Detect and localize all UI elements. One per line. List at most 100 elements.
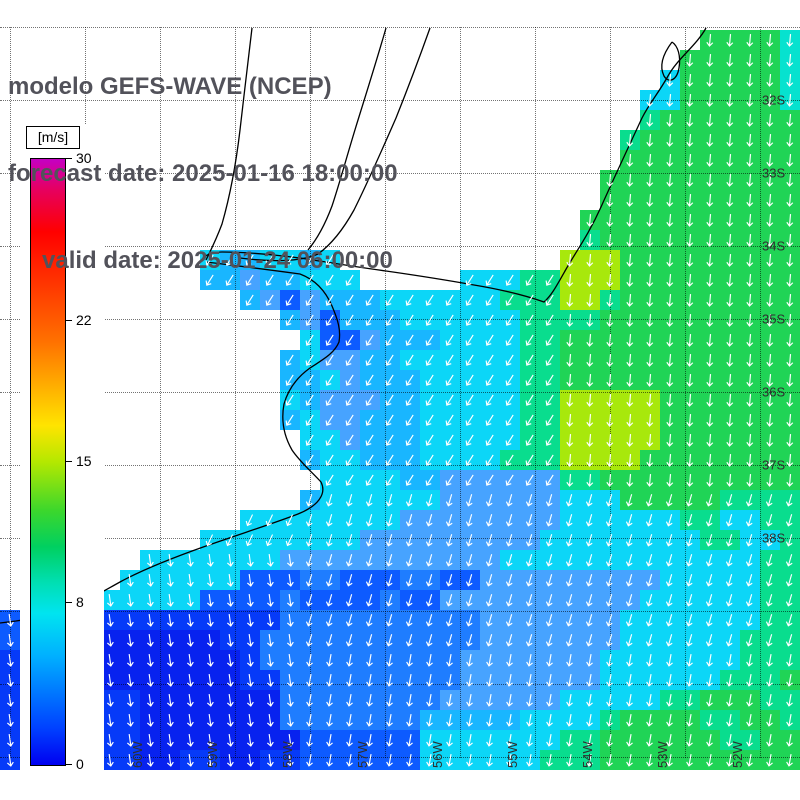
wind-arrow: [405, 554, 413, 567]
wind-arrow: [525, 474, 534, 486]
wind-arrow: [706, 753, 713, 767]
wind-arrow: [706, 333, 714, 347]
wind-arrow: [665, 614, 673, 627]
wind-arrow: [166, 633, 174, 647]
wind-arrow: [325, 534, 333, 547]
wind-arrow: [465, 494, 473, 507]
wind-arrow: [385, 334, 394, 346]
wind-arrow: [465, 434, 474, 446]
wind-arrow: [646, 373, 654, 387]
wind-arrow: [186, 733, 194, 747]
wind-arrow: [726, 193, 734, 207]
wind-arrow: [785, 554, 793, 567]
wind-arrow: [246, 593, 254, 607]
wind-arrow: [366, 673, 373, 687]
wind-arrow: [686, 273, 694, 287]
wind-arrow: [385, 314, 394, 326]
wind-arrow: [306, 673, 313, 687]
colorbar-tick-label: 22: [76, 311, 92, 328]
wind-arrow: [685, 614, 693, 627]
wind-arrow: [425, 394, 434, 406]
wind-arrow: [526, 733, 533, 747]
wind-arrow: [385, 614, 393, 627]
wind-arrow: [705, 634, 713, 647]
wind-arrow: [486, 733, 493, 747]
wind-arrow: [786, 73, 794, 87]
wind-arrow: [586, 213, 594, 227]
wind-arrow: [586, 413, 594, 427]
wind-arrow: [325, 434, 334, 446]
wind-arrow: [266, 753, 274, 767]
wind-arrow: [626, 433, 634, 447]
wind-arrow: [726, 653, 733, 667]
wind-arrow: [306, 753, 313, 767]
wind-arrow: [345, 614, 353, 627]
wind-arrow: [646, 233, 654, 247]
wind-arrow: [786, 33, 794, 47]
wind-arrow: [686, 133, 694, 147]
wind-arrow: [586, 653, 593, 667]
wind-arrow: [505, 554, 513, 567]
wind-arrow: [746, 213, 754, 227]
wind-arrow: [666, 673, 673, 687]
wind-arrow: [446, 713, 453, 727]
wind-arrow: [266, 653, 274, 667]
wind-arrow: [366, 733, 373, 747]
wind-arrow: [766, 53, 774, 67]
wind-arrow: [406, 673, 413, 687]
latitude-label: 38S: [762, 530, 786, 546]
longitude-label: 59W: [205, 741, 220, 768]
wind-arrow: [706, 193, 714, 207]
wind-arrow: [525, 554, 533, 567]
wind-arrow: [786, 53, 794, 67]
wind-arrow: [645, 614, 653, 627]
wind-arrow: [705, 574, 713, 587]
wind-arrow: [625, 594, 633, 607]
wind-arrow: [646, 273, 654, 287]
wind-arrow: [786, 333, 794, 347]
wind-arrow: [646, 433, 654, 447]
coastline-path: [239, 27, 431, 262]
wind-arrow: [566, 693, 573, 707]
wind-arrow: [365, 374, 374, 386]
wind-arrow: [745, 574, 753, 587]
wind-arrow: [445, 414, 454, 426]
wind-arrow: [6, 733, 14, 747]
wind-arrow: [686, 333, 694, 347]
wind-arrow: [425, 474, 434, 486]
wind-arrow: [206, 553, 214, 567]
wind-arrow: [166, 673, 174, 687]
wind-arrow: [565, 634, 573, 647]
wind-arrow: [506, 733, 513, 747]
wind-arrow: [246, 633, 254, 647]
wind-arrow: [566, 673, 573, 687]
wind-arrow: [505, 374, 514, 386]
wind-arrow: [265, 254, 274, 266]
wind-arrow: [626, 133, 634, 147]
wind-arrow: [306, 733, 313, 747]
wind-arrow: [425, 334, 434, 346]
wind-arrow: [565, 614, 573, 627]
wind-arrow: [485, 394, 494, 406]
wind-arrow: [646, 693, 653, 707]
wind-arrow: [625, 614, 633, 627]
wind-arrow: [205, 274, 214, 286]
wind-arrow: [325, 254, 334, 266]
wind-arrow: [585, 594, 593, 607]
wind-arrow: [526, 713, 533, 727]
wind-arrow: [325, 494, 333, 507]
wind-arrow: [306, 713, 313, 727]
wind-arrow: [365, 334, 374, 346]
wind-arrow: [726, 173, 734, 187]
wind-arrow: [465, 374, 474, 386]
wind-arrow: [626, 653, 633, 667]
wind-arrow: [345, 314, 354, 326]
wind-arrow: [186, 753, 194, 767]
wind-arrow: [586, 713, 593, 727]
wind-arrow: [705, 494, 713, 507]
wind-arrow: [706, 673, 713, 687]
wind-arrow: [765, 634, 773, 647]
wind-arrow: [706, 153, 714, 167]
wind-arrow: [465, 394, 474, 406]
